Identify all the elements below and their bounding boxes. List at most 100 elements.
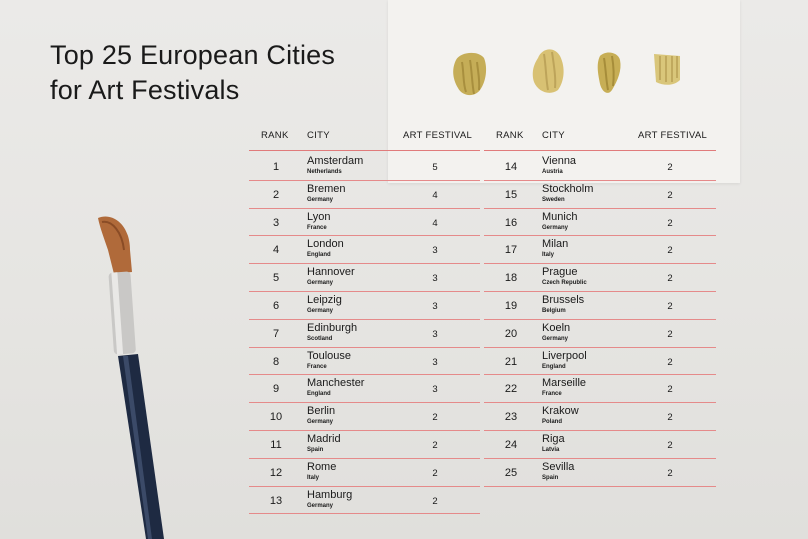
festival-count: 2 — [667, 273, 673, 285]
rank-cell: 18 — [504, 272, 518, 285]
table-header: RANK CITY ART FESTIVAL — [249, 126, 480, 150]
country-name: France — [307, 224, 327, 231]
table-header: RANK CITY ART FESTIVAL — [484, 126, 716, 150]
rank-header: RANK — [496, 130, 524, 141]
festival-count: 2 — [667, 217, 673, 229]
festival-count: 2 — [667, 384, 673, 396]
page-title: Top 25 European Cities for Art Festivals — [50, 38, 380, 108]
header-divider — [249, 150, 480, 151]
rank-cell: 25 — [504, 466, 518, 479]
festival-count: 2 — [667, 245, 673, 257]
table-row: 4 London England 3 — [249, 236, 480, 265]
city-name: Stockholm — [542, 182, 594, 195]
table-row: 24 Riga Latvia 2 — [484, 431, 716, 459]
country-name: Poland — [542, 419, 563, 426]
rank-cell: 12 — [269, 466, 283, 479]
city-name: Koeln — [542, 321, 571, 334]
rank-header: RANK — [261, 130, 289, 141]
city-name: Madrid — [307, 432, 341, 445]
rank-cell: 1 — [272, 161, 280, 173]
table-row: 2 Bremen Germany 4 — [249, 181, 480, 209]
table-row: 14 Vienna Austria 2 — [484, 153, 716, 181]
table-row: 20 Koeln Germany 2 — [484, 320, 716, 348]
title-line-2: for Art Festivals — [50, 75, 240, 105]
festival-count: 5 — [432, 162, 438, 173]
rank-cell: 8 — [272, 355, 280, 368]
country-name: England — [307, 252, 331, 259]
festival-count: 2 — [667, 162, 673, 173]
city-name: Brussels — [542, 293, 585, 306]
table-row: 6 Leipzig Germany 3 — [249, 292, 480, 320]
city-name: London — [307, 238, 344, 251]
festival-count: 3 — [432, 300, 438, 312]
country-name: England — [542, 363, 566, 370]
city-name: Bremen — [307, 182, 346, 195]
country-name: Germany — [307, 307, 334, 314]
rank-cell: 15 — [504, 188, 518, 201]
table-row: 21 Liverpool England 2 — [484, 348, 716, 376]
country-name: Spain — [307, 446, 324, 453]
festival-header: ART FESTIVAL — [403, 130, 473, 141]
table-row: 3 Lyon France 4 — [249, 209, 480, 237]
festival-count: 2 — [432, 467, 438, 479]
country-name: France — [542, 391, 562, 398]
table-row: 9 Manchester England 3 — [249, 375, 480, 404]
country-name: Czech Republic — [542, 280, 587, 287]
city-name: Marseille — [542, 377, 587, 390]
festival-count: 2 — [667, 300, 673, 312]
table-row: 8 Toulouse France 3 — [249, 348, 480, 376]
rank-cell: 23 — [504, 411, 518, 424]
city-name: Prague — [542, 266, 578, 279]
city-name: Rome — [307, 460, 337, 473]
country-name: Austria — [542, 169, 563, 175]
rank-cell: 5 — [272, 272, 280, 285]
rank-cell: 2 — [272, 188, 280, 201]
ranking-table-right: RANK CITY ART FESTIVAL 14 Vienna Austria 2 1… — [484, 126, 716, 487]
table-row: 17 Milan Italy 2 — [484, 236, 716, 265]
rank-cell: 16 — [504, 216, 518, 229]
country-name: Germany — [307, 280, 334, 287]
table-row: 10 Berlin Germany 2 — [249, 403, 480, 431]
festival-count: 2 — [667, 439, 673, 451]
city-name: Leipzig — [307, 293, 342, 306]
city-name: Amsterdam — [307, 155, 364, 167]
country-name: Germany — [542, 224, 569, 231]
city-header: CITY — [307, 130, 330, 141]
country-name: Germany — [307, 419, 334, 426]
paper-sheet — [388, 0, 740, 183]
country-name: France — [307, 363, 327, 370]
city-header: CITY — [542, 130, 565, 141]
city-name: Hannover — [307, 266, 355, 279]
city-name: Sevilla — [542, 460, 575, 473]
rank-cell: 17 — [504, 244, 518, 257]
paint-swatch-icon — [453, 52, 487, 96]
table-body: 14 Vienna Austria 2 15 Stockholm Sweden 2 16 Muni… — [484, 153, 716, 487]
country-name: Belgium — [542, 307, 566, 314]
title-line-1: Top 25 European Cities — [50, 40, 336, 70]
country-name: Latvia — [542, 446, 560, 453]
rank-cell: 21 — [504, 355, 518, 368]
city-name: Berlin — [307, 405, 336, 418]
city-name: Vienna — [542, 155, 577, 167]
city-name: Munich — [542, 210, 578, 223]
country-name: Germany — [307, 196, 334, 203]
rank-cell: 10 — [269, 411, 283, 424]
festival-count: 2 — [667, 356, 673, 368]
country-name: Sweden — [542, 196, 565, 203]
festival-count: 2 — [667, 467, 673, 479]
festival-count: 3 — [432, 245, 438, 257]
city-name: Milan — [542, 238, 569, 251]
table-row: 11 Madrid Spain 2 — [249, 431, 480, 459]
country-name: Scotland — [307, 335, 333, 342]
country-name: Netherlands — [307, 169, 342, 175]
table-row: 25 Sevilla Spain 2 — [484, 459, 716, 487]
country-name: Italy — [542, 252, 555, 259]
festival-count: 2 — [432, 495, 438, 507]
city-name: Manchester — [307, 377, 365, 390]
country-name: Italy — [307, 474, 320, 481]
paint-swatch-icon — [532, 49, 564, 93]
paintbrush-icon — [98, 216, 164, 539]
table-row: 12 Rome Italy 2 — [249, 459, 480, 487]
city-name: Edinburgh — [307, 321, 358, 334]
country-name: Spain — [542, 474, 559, 481]
